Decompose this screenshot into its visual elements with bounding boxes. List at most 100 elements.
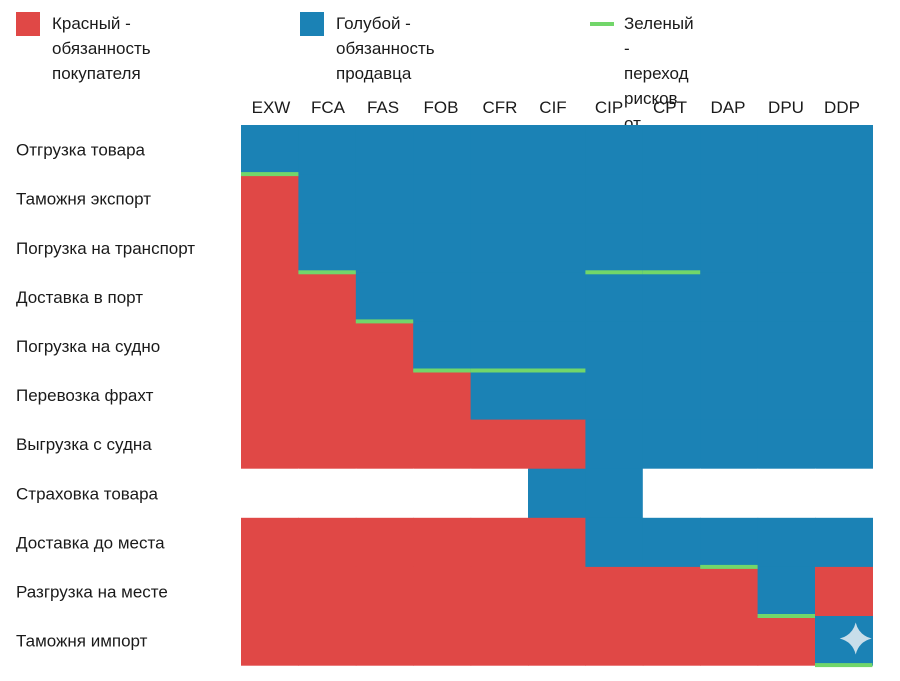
matrix-cell-buyer (355, 370, 414, 421)
matrix-cell-buyer (528, 616, 586, 666)
row-label: Разгрузка на месте (16, 582, 168, 601)
matrix-cell-seller (413, 223, 472, 273)
matrix-cell-seller (585, 419, 644, 470)
matrix-cell-seller (298, 223, 357, 273)
matrix-cell-seller (757, 223, 816, 273)
matrix-cell-buyer (241, 370, 299, 421)
matrix-cell-seller (355, 272, 414, 322)
row-labels: Отгрузка товара Таможня экспорт Погрузка н… (16, 141, 195, 651)
risk-transfer-line (413, 368, 471, 373)
matrix-cell-seller (528, 370, 586, 421)
matrix-cell-seller (355, 125, 414, 175)
risk-transfer-line (815, 663, 873, 668)
matrix-cell-seller (528, 174, 586, 224)
matrix-cell-buyer (470, 419, 529, 470)
row-label: Доставка в порт (16, 288, 143, 307)
legend-swatch-green (590, 22, 614, 26)
matrix-cell-buyer (413, 566, 472, 617)
matrix-cell-buyer (470, 616, 529, 666)
matrix-cell-seller (757, 321, 816, 372)
row-label: Доставка до места (16, 533, 165, 552)
matrix-cell-buyer (355, 566, 414, 617)
legend-swatch-red (16, 12, 40, 36)
matrix-cell-buyer (241, 321, 299, 372)
matrix-cell-seller (757, 125, 816, 175)
risk-transfer-line (470, 368, 528, 373)
matrix-cell-seller (815, 272, 873, 322)
risk-transfer-line (241, 172, 299, 177)
matrix-cell-buyer (298, 517, 357, 568)
matrix-cell-buyer (757, 616, 816, 666)
matrix-cell-seller (642, 370, 701, 421)
matrix-cell-seller (470, 223, 529, 273)
matrix-cell-buyer (413, 419, 472, 470)
matrix-cell-seller (757, 517, 816, 568)
column-label-cip: CIP (595, 98, 623, 117)
matrix-cell-seller (757, 174, 816, 224)
matrix-cell-buyer (470, 566, 529, 617)
matrix-cell-buyer (241, 566, 299, 617)
column-labels: EXW FCA FAS FOB CFR CIF CIP CPT DAP DPU DDP (252, 98, 860, 117)
matrix-cell-seller (700, 419, 759, 470)
legend-swatch-blue (300, 12, 324, 36)
matrix-cell-buyer (355, 517, 414, 568)
matrix-cell-buyer (528, 419, 586, 470)
matrix-cell-seller (815, 370, 873, 421)
matrix-cell-seller (815, 125, 873, 175)
matrix-cell-empty (757, 468, 816, 519)
column-label-cif: CIF (539, 98, 566, 117)
matrix-cell-seller (585, 174, 644, 224)
matrix-cell-seller (298, 125, 357, 175)
matrix-cell-buyer (355, 419, 414, 470)
matrix-cell-seller (585, 370, 644, 421)
matrix-cell-seller (470, 125, 529, 175)
row-label: Отгрузка товара (16, 141, 146, 160)
matrix-cell-buyer (241, 272, 299, 322)
risk-transfer-line (585, 270, 643, 275)
matrix-cell-seller (700, 174, 759, 224)
matrix-cell-seller (815, 174, 873, 224)
matrix-cell-buyer (241, 223, 299, 273)
row-label: Погрузка на судно (16, 337, 160, 356)
column-label-dpu: DPU (768, 98, 804, 117)
matrix-cell-seller (413, 272, 472, 322)
watermark (839, 622, 872, 655)
matrix-cell-seller (413, 174, 472, 224)
matrix-cell-seller (642, 125, 701, 175)
matrix-cell-seller (815, 419, 873, 470)
matrix-cell-buyer (355, 616, 414, 666)
matrix-cell-seller (700, 517, 759, 568)
matrix-cell-seller (700, 125, 759, 175)
matrix-cell-buyer (241, 419, 299, 470)
legend-text-buyer: Красный - обязанность покупателя (52, 14, 151, 83)
matrix-cell-seller (757, 370, 816, 421)
matrix-cell-buyer (298, 370, 357, 421)
matrix-cell-buyer (585, 616, 644, 666)
matrix-cell-buyer (642, 566, 701, 617)
matrix-cell-buyer (241, 616, 299, 666)
matrix-cell-empty (298, 468, 357, 519)
matrix-cell-buyer (298, 419, 357, 470)
column-label-dap: DAP (711, 98, 746, 117)
matrix-cell-empty (815, 468, 873, 519)
row-label: Таможня экспорт (16, 190, 151, 209)
matrix-cell-buyer (700, 616, 759, 666)
matrix-cell-seller (757, 566, 816, 617)
matrix-cell-seller (528, 272, 586, 322)
matrix-cell-seller (585, 223, 644, 273)
risk-transfer-line (528, 368, 586, 373)
matrix-cell-seller (815, 321, 873, 372)
matrix-cell-seller (528, 223, 586, 273)
matrix-cell-seller (585, 272, 644, 322)
matrix-cell-seller (528, 125, 586, 175)
matrix-cell-buyer (298, 272, 357, 322)
matrix-cell-seller (642, 321, 701, 372)
matrix-cell-seller (757, 272, 816, 322)
column-label-cfr: CFR (483, 98, 518, 117)
risk-transfer-lines (241, 172, 873, 668)
column-label-exw: EXW (252, 98, 291, 117)
matrix-cell-seller (241, 125, 299, 175)
risk-transfer-line (355, 319, 414, 324)
row-label: Выгрузка с судна (16, 435, 152, 454)
matrix-cell-seller (585, 125, 644, 175)
